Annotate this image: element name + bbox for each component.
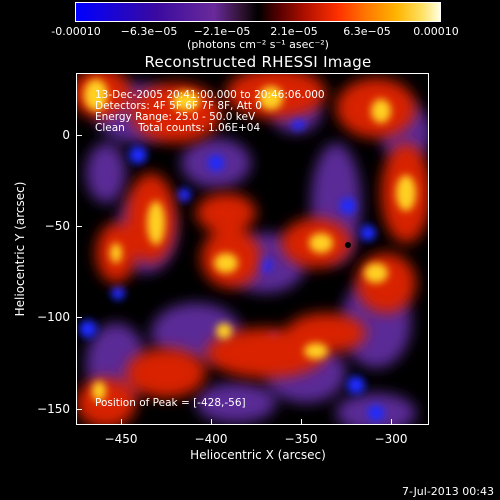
positive-blob — [196, 193, 256, 233]
x-axis-label: Heliocentric X (arcsec) — [190, 448, 326, 462]
y-tick-label: −150 — [37, 402, 70, 416]
maximum-blob — [371, 99, 391, 123]
maximum-blob — [172, 91, 200, 111]
maximum-blob — [110, 243, 122, 263]
minimum-blob — [368, 405, 384, 421]
positive-blob — [126, 348, 206, 398]
minimum-blob — [347, 376, 365, 394]
negative-blob — [86, 143, 126, 203]
colorbar-tick-label: 2.1e−05 — [270, 25, 318, 38]
maximum-blob — [214, 253, 238, 273]
negative-blob — [196, 383, 276, 423]
maximum-blob — [259, 86, 283, 110]
minimum-blob — [129, 146, 147, 164]
heatmap-image — [76, 73, 429, 425]
minimum-blob — [340, 198, 356, 214]
y-tick-mark — [76, 409, 82, 410]
y-tick-mark — [76, 135, 82, 136]
minimum-blob — [208, 155, 224, 171]
detectors-label: Detectors: 4F 5F 6F 7F 8F, Att 0 — [95, 100, 262, 112]
positive-blob — [356, 253, 416, 313]
minimum-blob — [177, 188, 191, 202]
colorbar-tick-label: −6.3e−05 — [120, 25, 178, 38]
y-axis-label: Heliocentric Y (arcsec) — [13, 181, 27, 317]
heatmap-maximum-regions — [84, 79, 416, 401]
maximum-blob — [396, 175, 416, 211]
colorbar-tick-label: 0.00010 — [413, 25, 459, 38]
peak-position-label: Position of Peak = [-428,-56] — [95, 397, 246, 409]
maximum-blob — [147, 201, 165, 245]
y-tick-label: 0 — [62, 128, 70, 142]
colorbar-tick-label: -0.00010 — [51, 25, 101, 38]
minimum-blob — [79, 320, 97, 338]
x-tick-mark — [211, 419, 212, 425]
maximum-blob — [364, 263, 388, 283]
colorbar-tick-label: 6.3e−05 — [343, 25, 391, 38]
creation-date: 7-Jul-2013 00:43 — [401, 485, 494, 498]
y-tick-mark — [76, 317, 82, 318]
x-tick-label: −300 — [374, 432, 408, 446]
positive-blob — [76, 378, 136, 425]
maximum-blob — [304, 343, 328, 359]
maximum-blob — [216, 323, 232, 339]
positive-blob — [286, 313, 366, 353]
maximum-blob — [92, 381, 106, 401]
colorbar — [75, 2, 441, 22]
maximum-blob — [84, 79, 108, 111]
x-tick-label: −400 — [194, 432, 228, 446]
image-title: Reconstructed RHESSI Image — [144, 53, 372, 71]
x-tick-mark — [121, 419, 122, 425]
maximum-blob — [309, 233, 333, 253]
algorithm-counts-label: Clean Total counts: 1.06E+04 — [95, 122, 261, 134]
x-tick-mark — [301, 419, 302, 425]
y-tick-label: −100 — [37, 310, 70, 324]
colorbar-tick-label: −2.1e−05 — [193, 25, 251, 38]
x-tick-label: −450 — [104, 432, 138, 446]
minimum-blob — [111, 286, 125, 300]
y-tick-mark — [76, 226, 82, 227]
colorbar-unit-label: (photons cm⁻² s⁻¹ asec⁻²) — [187, 38, 329, 51]
peak-marker — [345, 242, 351, 248]
x-tick-label: −350 — [284, 432, 318, 446]
time-range-label: 13-Dec-2005 20:41:00.000 to 20:46:06.000 — [95, 89, 325, 101]
minimum-blob — [360, 225, 376, 241]
minimum-blob — [291, 116, 305, 130]
x-tick-mark — [391, 419, 392, 425]
y-tick-label: −50 — [44, 219, 70, 233]
energy-range-label: Energy Range: 25.0 - 50.0 keV — [95, 111, 256, 123]
